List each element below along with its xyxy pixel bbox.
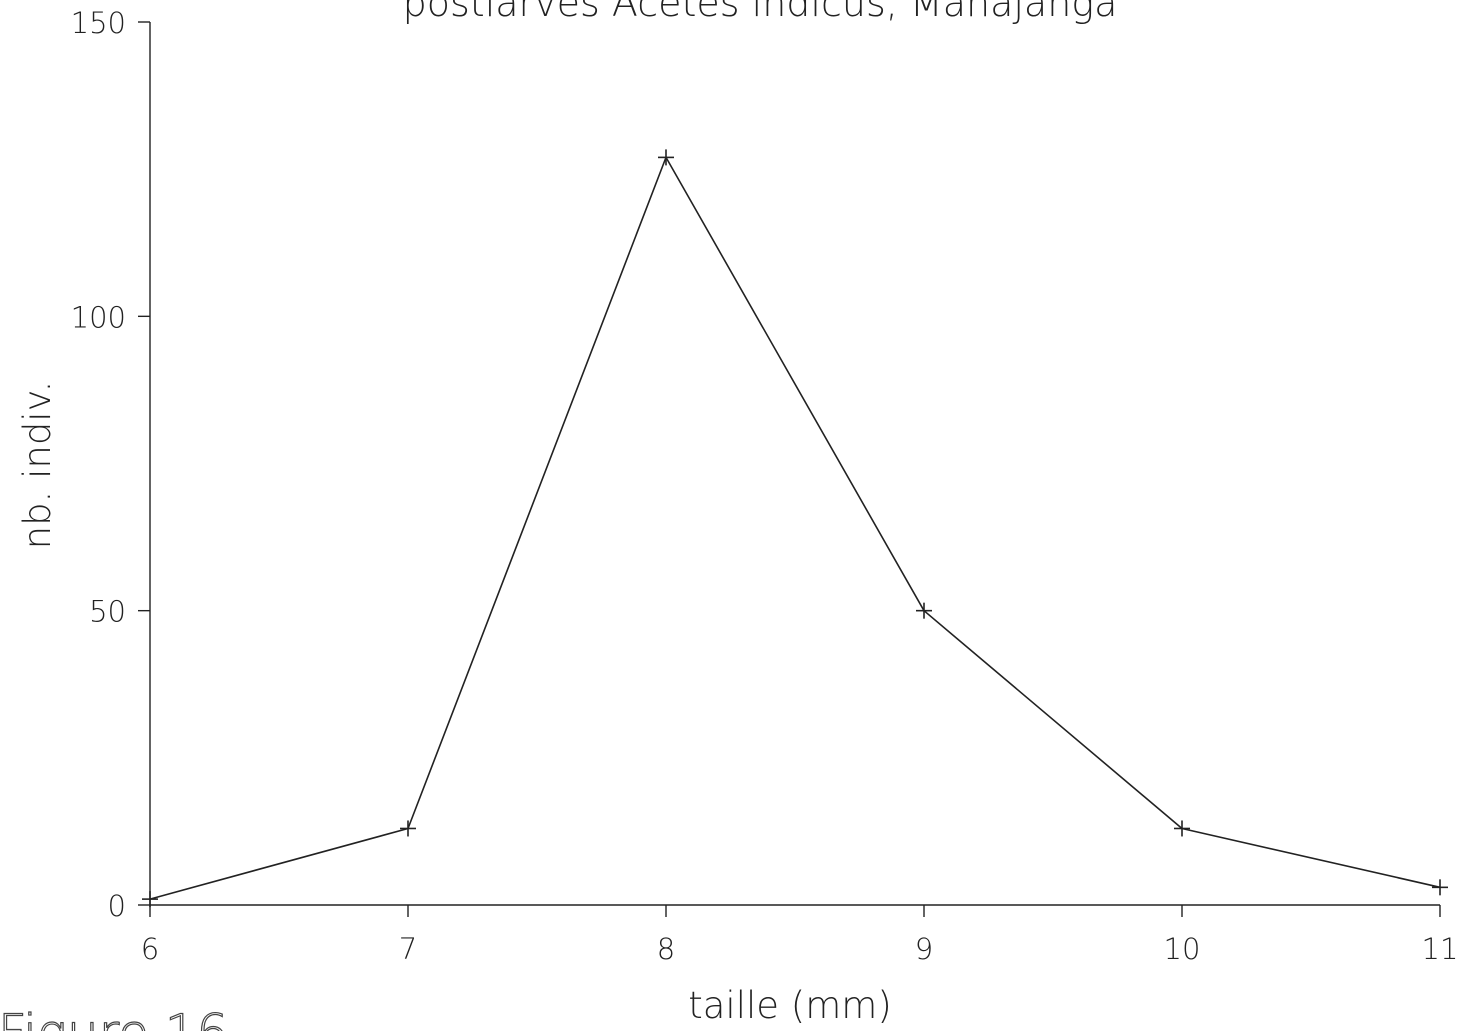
data-point xyxy=(142,891,158,908)
y-tick-label: 100 xyxy=(71,300,126,334)
chart-title: postlarves Acetes indicus, Mahajanga xyxy=(403,0,1118,25)
x-tick-label: 9 xyxy=(915,932,933,966)
y-ticks: 0 50 100 150 xyxy=(71,6,150,923)
series-group xyxy=(142,149,1448,908)
x-tick-label: 6 xyxy=(141,932,159,966)
data-point xyxy=(916,602,932,619)
x-tick-label: 7 xyxy=(399,932,417,966)
data-point xyxy=(1174,820,1190,837)
x-tick-label: 10 xyxy=(1164,932,1201,966)
series-line xyxy=(149,156,1441,900)
y-tick-label: 50 xyxy=(89,595,126,629)
data-point xyxy=(1432,879,1448,896)
x-ticks: 6 7 8 9 10 11 xyxy=(141,905,1459,966)
x-tick-label: 8 xyxy=(657,932,675,966)
y-axis-title: nb. indiv. xyxy=(16,381,59,550)
data-point xyxy=(658,149,674,166)
data-point xyxy=(400,820,416,837)
axes xyxy=(149,22,1440,906)
y-tick-label: 150 xyxy=(71,6,126,40)
x-axis-title: taille (mm) xyxy=(688,984,892,1027)
x-tick-label: 11 xyxy=(1422,932,1459,966)
figure-label: Figure 16 xyxy=(0,1004,228,1031)
y-tick-label: 0 xyxy=(108,889,126,923)
